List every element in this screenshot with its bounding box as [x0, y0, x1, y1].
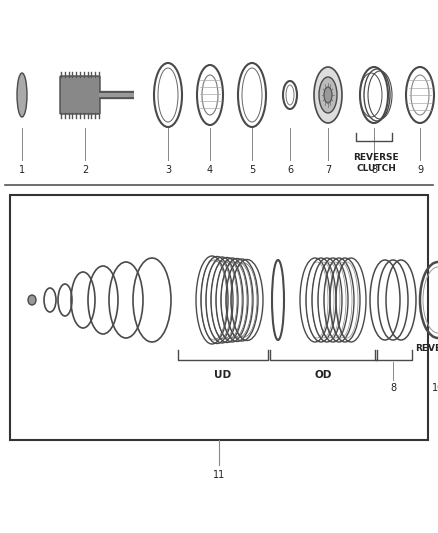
Ellipse shape	[28, 295, 36, 305]
Text: 6: 6	[287, 165, 293, 175]
Ellipse shape	[319, 77, 337, 113]
Text: REVERSE: REVERSE	[415, 344, 438, 353]
Text: REVERSE
CLUTCH: REVERSE CLUTCH	[353, 153, 399, 173]
Text: UD: UD	[215, 370, 232, 380]
Text: 9: 9	[417, 165, 423, 175]
Text: 8: 8	[390, 383, 396, 393]
FancyBboxPatch shape	[60, 76, 100, 114]
Ellipse shape	[324, 87, 332, 103]
FancyBboxPatch shape	[10, 195, 428, 440]
Text: 5: 5	[249, 165, 255, 175]
Text: 3: 3	[165, 165, 171, 175]
Text: 11: 11	[213, 470, 225, 480]
Text: 8: 8	[371, 165, 377, 175]
Text: 7: 7	[325, 165, 331, 175]
Text: 4: 4	[207, 165, 213, 175]
Ellipse shape	[314, 67, 342, 123]
Text: 1: 1	[19, 165, 25, 175]
Ellipse shape	[17, 73, 27, 117]
Text: OD: OD	[315, 370, 332, 380]
Text: 2: 2	[82, 165, 88, 175]
Text: 10: 10	[432, 383, 438, 393]
